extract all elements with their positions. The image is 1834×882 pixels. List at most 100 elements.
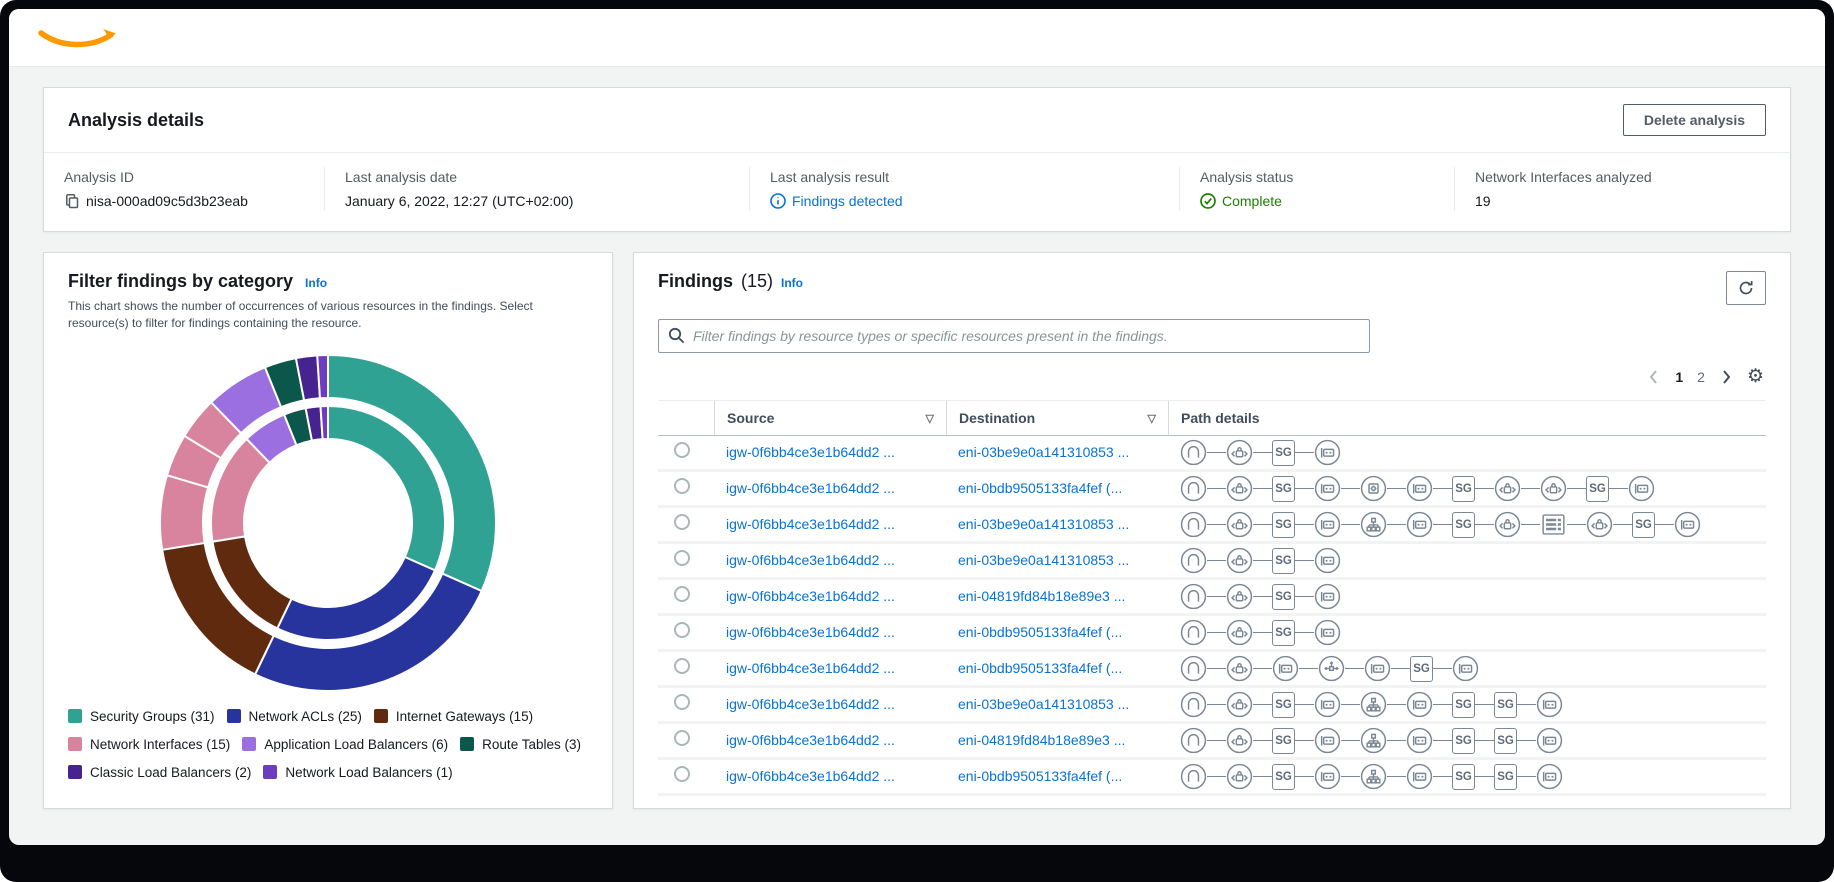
path-details: SG xyxy=(1168,547,1766,574)
filter-panel-title: Filter findings by category xyxy=(68,271,294,291)
destination-link[interactable]: eni-0bdb9505133fa4fef (... xyxy=(958,659,1123,676)
row-select-radio[interactable] xyxy=(674,478,690,494)
source-link[interactable]: igw-0f6bb4ce3e1b64dd2 ... xyxy=(726,731,895,748)
destination-link[interactable]: eni-0bdb9505133fa4fef (... xyxy=(958,479,1123,496)
eni-icon xyxy=(1406,763,1433,790)
row-select-radio[interactable] xyxy=(674,442,690,458)
legend-item-route-tables[interactable]: Route Tables (3) xyxy=(460,737,581,752)
findings-title: Findings xyxy=(658,271,733,291)
nacl-icon xyxy=(1586,511,1613,538)
nacl-icon xyxy=(1540,475,1567,502)
row-select-radio[interactable] xyxy=(674,586,690,602)
row-select-radio[interactable] xyxy=(674,514,690,530)
eni-icon xyxy=(1536,691,1563,718)
nacl-icon xyxy=(1494,475,1521,502)
destination-link[interactable]: eni-03be9e0a141310853 ... xyxy=(958,695,1130,712)
legend-item-application-load-balancers[interactable]: Application Load Balancers (6) xyxy=(242,737,448,752)
findings-filter-input[interactable] xyxy=(658,319,1370,353)
path-connector xyxy=(1341,775,1360,778)
destination-filter-icon[interactable]: ▽ xyxy=(1147,412,1156,425)
legend-label: Internet Gateways (15) xyxy=(395,708,534,724)
row-select-radio[interactable] xyxy=(674,622,690,638)
page-1-button[interactable]: 1 xyxy=(1675,368,1684,385)
source-link[interactable]: igw-0f6bb4ce3e1b64dd2 ... xyxy=(726,695,895,712)
sg-icon-label: SG xyxy=(1452,475,1475,502)
select-column-header xyxy=(658,401,714,435)
sg-icon-label: SG xyxy=(1272,475,1295,502)
path-connector xyxy=(1207,451,1226,454)
sg-icon: SG xyxy=(1272,583,1295,610)
filter-panel-info-link[interactable]: Info xyxy=(305,276,328,290)
legend-item-network-load-balancers[interactable]: Network Load Balancers (1) xyxy=(263,765,453,780)
row-select-radio[interactable] xyxy=(674,730,690,746)
destination-link[interactable]: eni-03be9e0a141310853 ... xyxy=(958,551,1130,568)
source-link[interactable]: igw-0f6bb4ce3e1b64dd2 ... xyxy=(726,515,895,532)
source-link[interactable]: igw-0f6bb4ce3e1b64dd2 ... xyxy=(726,443,895,460)
source-link[interactable]: igw-0f6bb4ce3e1b64dd2 ... xyxy=(726,551,895,568)
legend-item-internet-gateways[interactable]: Internet Gateways (15) xyxy=(373,708,534,724)
legend-swatch xyxy=(242,737,257,752)
eni-icon xyxy=(1314,439,1341,466)
finding-row-8: igw-0f6bb4ce3e1b64dd2 ... eni-03be9e0a141… xyxy=(658,688,1766,724)
legend-item-security-groups[interactable]: Security Groups (31) xyxy=(68,709,215,724)
path-connector xyxy=(1521,523,1540,526)
source-link[interactable]: igw-0f6bb4ce3e1b64dd2 ... xyxy=(726,479,895,496)
analysis-details-panel: Analysis details Delete analysis Analysi… xyxy=(43,87,1791,232)
path-connector xyxy=(1253,451,1272,454)
igw-icon xyxy=(1180,727,1207,754)
pagination: 1 2 ⚙ xyxy=(658,367,1766,386)
chart-outer-segment-network-load-balancers-0[interactable] xyxy=(316,353,329,400)
destination-link[interactable]: eni-0bdb9505133fa4fef (... xyxy=(958,623,1123,640)
copy-icon[interactable] xyxy=(64,193,80,209)
source-filter-icon[interactable]: ▽ xyxy=(925,412,934,425)
sg-icon: SG xyxy=(1452,511,1475,538)
path-connector xyxy=(1387,703,1406,706)
legend-item-classic-load-balancers[interactable]: Classic Load Balancers (2) xyxy=(68,765,251,780)
field-value-text: Complete xyxy=(1222,193,1282,209)
legend-swatch xyxy=(373,709,388,724)
refresh-button[interactable] xyxy=(1726,271,1766,305)
page-2-button[interactable]: 2 xyxy=(1697,368,1705,385)
next-page-icon[interactable] xyxy=(1719,369,1733,385)
path-connector xyxy=(1387,487,1406,490)
row-select-radio[interactable] xyxy=(674,766,690,782)
chart-outer-segment-network-interfaces-0[interactable] xyxy=(159,473,210,551)
field-value-text: 19 xyxy=(1475,193,1491,209)
field-label: Analysis status xyxy=(1200,169,1294,185)
path-connector xyxy=(1655,523,1674,526)
row-select-radio[interactable] xyxy=(674,658,690,674)
category-sunburst-chart[interactable] xyxy=(144,343,512,703)
legend-swatch xyxy=(68,737,82,752)
eni-icon xyxy=(1314,763,1341,790)
destination-link[interactable]: eni-04819fd84b18e89e3 ... xyxy=(958,587,1126,604)
path-connector xyxy=(1433,667,1452,670)
path-connector xyxy=(1341,487,1360,490)
source-link[interactable]: igw-0f6bb4ce3e1b64dd2 ... xyxy=(726,587,895,604)
sg-icon: SG xyxy=(1272,439,1295,466)
path-connector xyxy=(1295,451,1314,454)
legend-swatch xyxy=(68,765,82,780)
sg-icon-label: SG xyxy=(1494,727,1517,754)
destination-link[interactable]: eni-03be9e0a141310853 ... xyxy=(958,515,1130,532)
destination-link[interactable]: eni-04819fd84b18e89e3 ... xyxy=(958,731,1126,748)
destination-link[interactable]: eni-0bdb9505133fa4fef (... xyxy=(958,767,1123,784)
path-connector xyxy=(1253,703,1272,706)
source-link[interactable]: igw-0f6bb4ce3e1b64dd2 ... xyxy=(726,623,895,640)
destination-link[interactable]: eni-03be9e0a141310853 ... xyxy=(958,443,1130,460)
table-settings-gear-icon[interactable]: ⚙ xyxy=(1746,366,1764,387)
path-connector xyxy=(1609,487,1628,490)
delete-analysis-button[interactable]: Delete analysis xyxy=(1622,104,1766,136)
previous-page-icon[interactable] xyxy=(1647,369,1661,385)
path-connector xyxy=(1475,487,1494,490)
eni-icon xyxy=(1536,763,1563,790)
findings-info-link[interactable]: Info xyxy=(781,276,804,290)
chart-inner-segment-network-load-balancers[interactable] xyxy=(319,404,329,440)
path-connector xyxy=(1433,775,1452,778)
legend-item-network-interfaces[interactable]: Network Interfaces (15) xyxy=(68,737,230,752)
row-select-radio[interactable] xyxy=(674,694,690,710)
row-select-radio[interactable] xyxy=(674,550,690,566)
source-link[interactable]: igw-0f6bb4ce3e1b64dd2 ... xyxy=(726,659,895,676)
legend-item-network-acls[interactable]: Network ACLs (25) xyxy=(226,709,362,724)
sg-icon: SG xyxy=(1272,727,1295,754)
source-link[interactable]: igw-0f6bb4ce3e1b64dd2 ... xyxy=(726,767,895,784)
